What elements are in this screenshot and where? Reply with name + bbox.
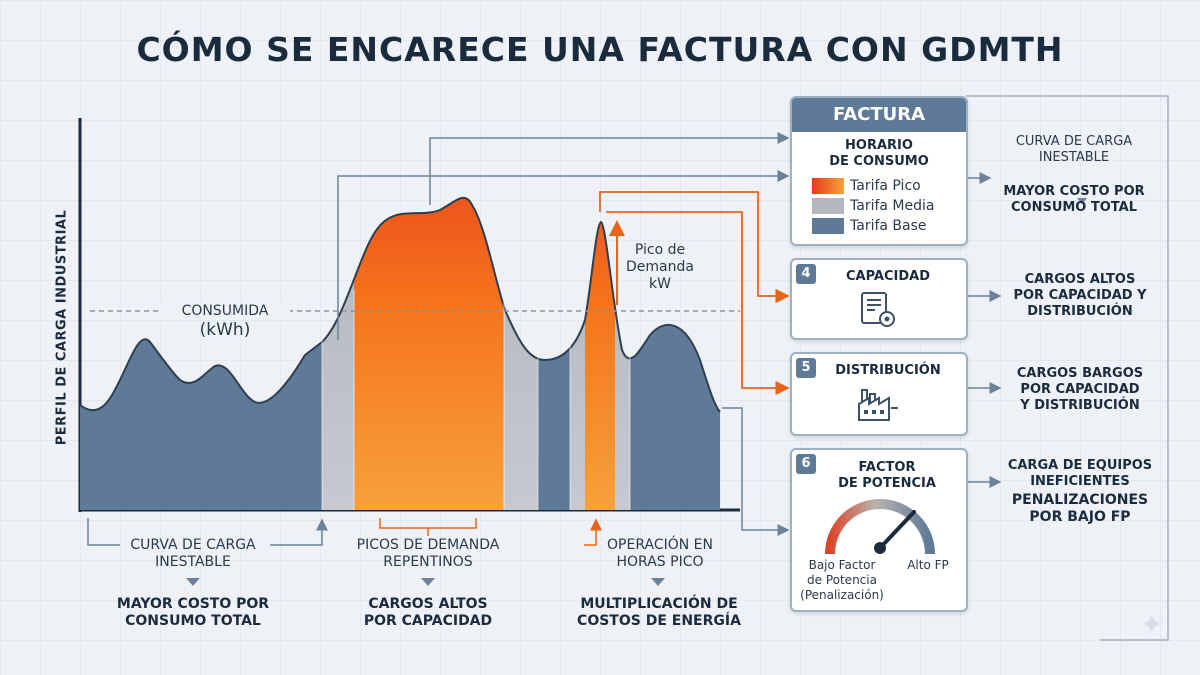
card-4-title: CAPACIDAD (845, 269, 931, 284)
peak-demand-label: Pico de Demanda kW (626, 242, 694, 292)
legend-mid-swatch (812, 198, 844, 214)
base-band-mid (538, 197, 570, 510)
right-label-2: CARGOS ALTOS POR CAPACIDAD Y DISTRIBUCIÓ… (1013, 272, 1147, 319)
effect-label-1: MAYOR COSTO POR CONSUMO TOTAL (116, 596, 270, 629)
sparkle-icon: ✦ (1140, 608, 1164, 641)
factura-header: FACTURA (792, 98, 966, 132)
connector-to-factor (722, 407, 790, 536)
outer-frame-line (966, 95, 1169, 641)
consumed-label-line1: CONSUMIDA (181, 303, 269, 319)
down-triangle-3 (651, 578, 665, 586)
connector-to-factura-2 (337, 170, 790, 340)
bracket-1-arrow (270, 518, 328, 546)
base-band-right (630, 197, 720, 510)
cause-label-1: CURVA DE CARGA INESTABLE (130, 537, 256, 570)
effect-label-3: MULTIPLICACIÓN DE COSTOS DE ENERGÍA (577, 596, 741, 629)
factory-icon (858, 389, 898, 421)
gauge-high-label: Alto FP (907, 558, 949, 572)
connector-to-distribucion (606, 211, 790, 396)
peak-band-2 (585, 197, 615, 510)
right-label-4-top: CARGA DE EQUIPOS INEFICIENTES (1007, 458, 1153, 489)
card-factor-potencia: 6 FACTOR DE POTENCIA Bajo Factor de Pote… (790, 448, 968, 612)
right-label-3: CARGOS BARGOS POR CAPACIDAD Y DISTRIBUCI… (1016, 366, 1144, 413)
effect-label-2: CARGOS ALTOS POR CAPACIDAD (363, 596, 493, 629)
down-triangle-1 (186, 578, 200, 586)
down-triangle-2 (421, 578, 435, 586)
schedule-title: HORARIO DE CONSUMO (829, 138, 929, 169)
gauge-needle (878, 510, 916, 550)
cause-label-2: PICOS DE DEMANDA REPENTINOS (356, 537, 500, 570)
legend-peak-swatch (812, 178, 844, 194)
peak-band-1 (354, 197, 504, 510)
consumed-label: CONSUMIDA (160, 303, 290, 320)
card-4-number: 4 (796, 264, 816, 284)
right-label-4-bottom: PENALIZACIONES POR BAJO FP (1011, 492, 1149, 525)
card-6-number: 6 (796, 454, 816, 474)
connector-to-factura-1 (429, 132, 790, 205)
right-label-1-top: CURVA DE CARGA INESTABLE (1015, 134, 1133, 165)
bracket-3-arrow (584, 518, 602, 546)
cause-label-3: OPERACIÓN EN HORAS PICO (607, 537, 713, 570)
connector-to-capacidad (599, 191, 790, 304)
mid-band-3 (570, 197, 585, 510)
card-capacidad: 4 CAPACIDAD (790, 258, 968, 340)
consumed-unit-label: (kWh) (199, 320, 251, 340)
right-label-1-bottom: MAYOR COSTO POR CONSUMO TOTAL (1003, 184, 1145, 215)
page-title: CÓMO SE ENCARECE UNA FACTURA CON GDMTH (136, 30, 1064, 69)
legend-mid: Tarifa Media (812, 198, 934, 216)
card-5-number: 5 (796, 358, 816, 378)
gauge-icon (825, 499, 935, 555)
factura-panel: FACTURA HORARIO DE CONSUMO Tarifa Pico T… (790, 96, 968, 246)
report-gear-icon (861, 292, 895, 327)
mid-band-2 (504, 197, 538, 510)
legend-peak: Tarifa Pico (812, 178, 921, 196)
card-6-title: FACTOR DE POTENCIA (838, 460, 936, 491)
y-axis-label: PERFIL DE CARGA INDUSTRIAL (54, 209, 70, 446)
card-5-title: DISTRIBUCIÓN (835, 363, 941, 378)
legend-base-swatch (812, 218, 844, 234)
gauge-low-label: Bajo Factor de Potencia (Penalización) (800, 558, 884, 602)
bracket-2 (379, 518, 477, 529)
card-distribucion: 5 DISTRIBUCIÓN (790, 352, 968, 436)
legend-base: Tarifa Base (812, 218, 927, 236)
load-curve-line (79, 196, 721, 413)
